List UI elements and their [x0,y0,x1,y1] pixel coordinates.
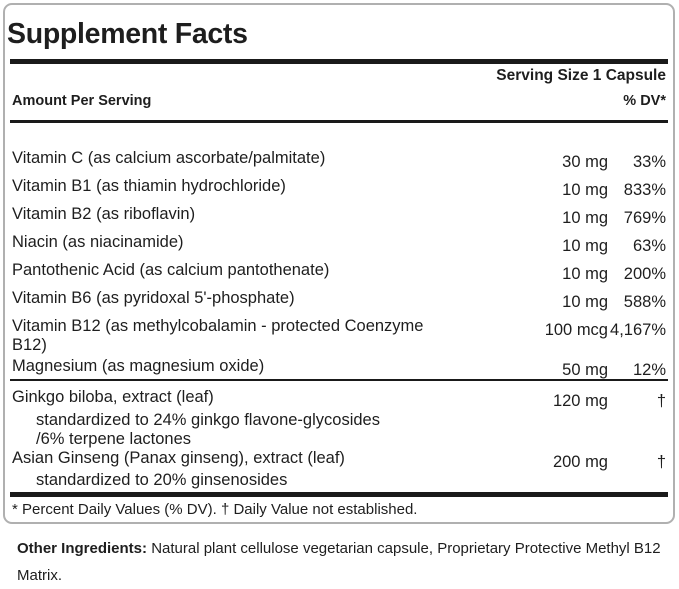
nutrient-name: Vitamin B1 (as thiamin hydrochloride) [12,177,286,195]
nutrient-dv: 833% [623,181,666,199]
nutrient-row: Vitamin B12 (as methylcobalamin - protec… [5,317,673,355]
botanical-dv-dagger: † [656,392,666,410]
serving-size: Serving Size 1 Capsule [496,67,666,84]
nutrient-dv: 12% [632,361,666,379]
column-headers: Amount Per Serving % DV* [5,93,673,110]
nutrient-row: Vitamin B1 (as thiamin hydrochloride) 10… [5,177,673,199]
botanical-row: Ginkgo biloba, extract (leaf) 120 mg † [5,388,673,410]
other-ingredients: Other Ingredients: Natural plant cellulo… [17,535,678,589]
amount-per-serving-header: Amount Per Serving [12,93,152,109]
nutrient-name: Vitamin B2 (as riboflavin) [12,205,196,223]
botanical-dv-dagger: † [656,453,666,471]
bottom-thick-rule [10,492,668,497]
standardization-note: standardized to 24% ginkgo flavone-glyco… [36,411,380,429]
other-ingredients-label: Other Ingredients: [17,540,148,557]
nutrient-name: Vitamin B12 (as methylcobalamin - protec… [12,317,424,354]
standardization-note: /6% terpene lactones [36,430,192,448]
botanical-row: Asian Ginseng (Panax ginseng), extract (… [5,449,673,471]
footnote: * Percent Daily Values (% DV). † Daily V… [12,501,418,518]
nutrient-amount: 10 mg [562,293,608,311]
nutrient-row: Magnesium (as magnesium oxide) 50 mg 12% [5,357,673,379]
panel-title: Supplement Facts [7,18,248,50]
nutrient-name: Vitamin C (as calcium ascorbate/palmitat… [12,149,326,167]
nutrient-amount: 30 mg [562,153,608,171]
nutrient-row: Vitamin B2 (as riboflavin) 10 mg 769% [5,205,673,227]
nutrient-amount: 10 mg [562,237,608,255]
nutrient-name: Pantothenic Acid (as calcium pantothenat… [12,261,330,279]
nutrient-amount: 10 mg [562,181,608,199]
botanical-amount: 120 mg [552,392,608,410]
nutrient-row: Vitamin B6 (as pyridoxal 5'-phosphate) 1… [5,289,673,311]
standardization-note: standardized to 20% ginsenosides [36,471,288,489]
nutrient-rows: Vitamin C (as calcium ascorbate/palmitat… [5,149,673,490]
top-thick-rule [10,59,668,64]
nutrient-row: Vitamin C (as calcium ascorbate/palmitat… [5,149,673,171]
supplement-facts-panel: Supplement Facts Serving Size 1 Capsule … [3,3,675,524]
nutrient-row: Pantothenic Acid (as calcium pantothenat… [5,261,673,283]
botanical-amount: 200 mg [552,453,608,471]
nutrient-amount: 50 mg [562,361,608,379]
botanical-name: Ginkgo biloba, extract (leaf) [12,388,214,406]
botanical-name: Asian Ginseng (Panax ginseng), extract (… [12,449,345,467]
nutrient-name: Vitamin B6 (as pyridoxal 5'-phosphate) [12,289,295,307]
percent-dv-header: % DV* [623,93,666,109]
nutrient-row: Niacin (as niacinamide) 10 mg 63% [5,233,673,255]
nutrient-dv: 63% [632,237,666,255]
nutrient-dv: 769% [623,209,666,227]
nutrient-dv: 4,167% [610,321,666,339]
nutrient-dv: 588% [623,293,666,311]
nutrient-amount: 10 mg [562,209,608,227]
nutrient-amount: 100 mcg [544,321,608,339]
section-divider-rule [10,379,668,381]
nutrient-name: Niacin (as niacinamide) [12,233,184,251]
nutrient-amount: 10 mg [562,265,608,283]
header-rule [10,120,668,123]
nutrient-name: Magnesium (as magnesium oxide) [12,357,265,375]
nutrient-dv: 200% [623,265,666,283]
nutrient-dv: 33% [632,153,666,171]
